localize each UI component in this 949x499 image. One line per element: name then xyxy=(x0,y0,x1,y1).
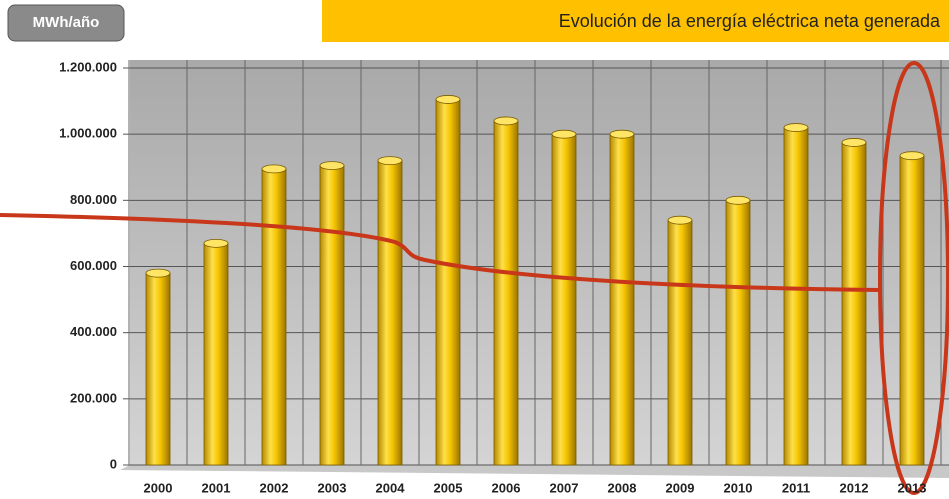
bar xyxy=(551,133,577,466)
bar xyxy=(203,242,229,466)
x-tick-label: 2005 xyxy=(434,480,463,495)
bar-top xyxy=(725,195,751,205)
bar-top xyxy=(841,138,867,147)
y-tick-label: 800.000 xyxy=(70,192,117,207)
bar xyxy=(261,168,287,466)
x-tick-label: 2009 xyxy=(666,480,695,495)
x-tick-label: 2008 xyxy=(608,480,637,495)
bar-top xyxy=(783,123,809,132)
bar xyxy=(145,272,171,466)
x-tick-label: 2006 xyxy=(492,480,521,495)
title-box xyxy=(322,0,949,42)
bar-top xyxy=(203,238,229,248)
bar xyxy=(609,133,635,466)
bar xyxy=(725,199,751,466)
bar-top xyxy=(435,95,461,104)
bar-top xyxy=(899,151,925,161)
y-tick-label: 200.000 xyxy=(70,390,117,405)
x-tick-label: 2012 xyxy=(840,480,869,495)
y-label-box xyxy=(7,4,125,42)
x-tick-label: 2011 xyxy=(782,480,810,495)
bar xyxy=(899,155,925,466)
y-tick-label: 400.000 xyxy=(70,324,117,339)
x-tick-label: 2000 xyxy=(144,480,173,495)
y-tick-label: 0 xyxy=(110,456,117,471)
bar-top xyxy=(261,164,287,174)
bar xyxy=(319,165,345,466)
plot-floor xyxy=(120,465,949,478)
bar-top xyxy=(609,129,635,139)
bar xyxy=(377,160,403,466)
x-tick-label: 2013 xyxy=(898,480,927,495)
x-tick-label: 2001 xyxy=(202,480,231,495)
highlight-ellipse xyxy=(878,61,949,495)
bar xyxy=(783,127,809,466)
trend-annotation xyxy=(0,213,881,292)
bar-top xyxy=(145,268,171,278)
bar-top xyxy=(319,161,345,170)
bar xyxy=(841,142,867,466)
bar-top xyxy=(377,156,403,166)
bar-top xyxy=(667,215,693,225)
x-tick-label: 2010 xyxy=(724,480,753,495)
y-tick-label: 1.000.000 xyxy=(59,126,117,141)
bar xyxy=(667,219,693,466)
x-tick-label: 2004 xyxy=(376,480,406,495)
y-tick-label: 1.200.000 xyxy=(59,59,117,74)
x-tick-label: 2002 xyxy=(260,480,289,495)
y-tick-label: 600.000 xyxy=(70,258,117,273)
y-axis-label: MWh/año xyxy=(33,14,100,31)
x-tick-label: 2003 xyxy=(318,480,347,495)
plot-wall xyxy=(130,60,949,465)
chart-title: Evolución de la energía eléctrica neta g… xyxy=(559,11,941,31)
bar xyxy=(435,99,461,466)
x-tick-label: 2007 xyxy=(550,480,579,495)
bar-top xyxy=(551,129,577,139)
bar xyxy=(493,120,519,466)
bars xyxy=(145,95,925,466)
bar-top xyxy=(493,116,519,126)
